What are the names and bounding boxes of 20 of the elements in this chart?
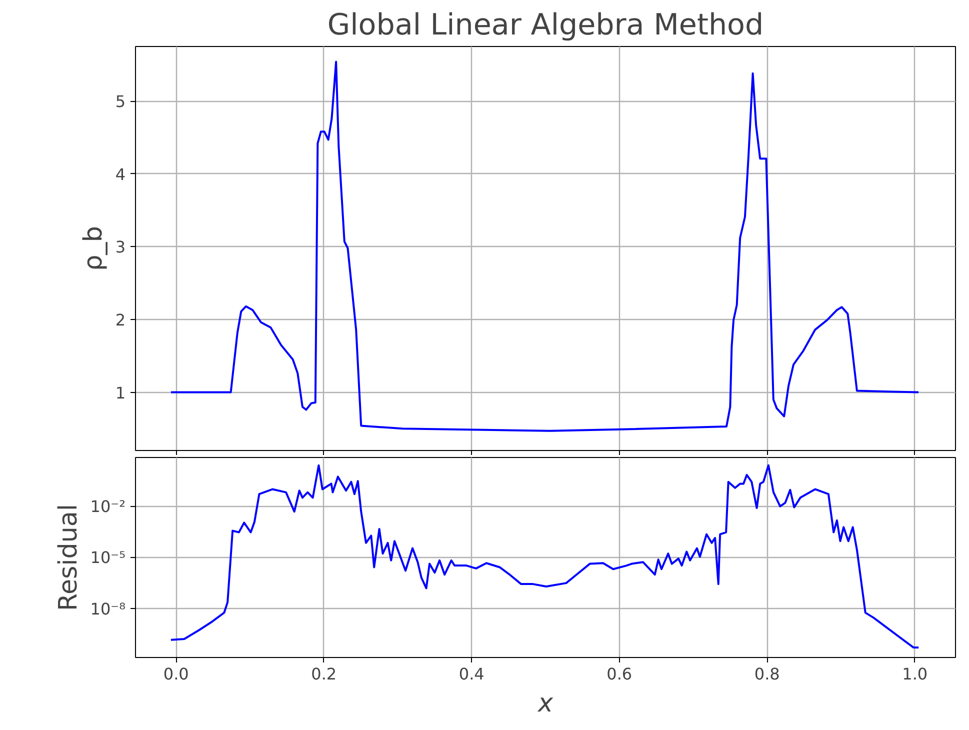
x-tick-label: 0.6 xyxy=(606,664,632,684)
x-tick-label: 0.8 xyxy=(754,664,780,684)
x-tick-label: 1.0 xyxy=(902,664,928,684)
line-series xyxy=(170,464,920,648)
x-tick-label: 0.0 xyxy=(163,664,189,684)
x-tick-label: 0.2 xyxy=(311,664,337,684)
y-tick-label: 10⁻⁸ xyxy=(90,599,126,618)
y-tick-label: 10⁻⁵ xyxy=(90,548,126,568)
y-axis-title: ρ_b xyxy=(77,226,108,271)
x-axis-title: x xyxy=(537,688,554,718)
y-tick-label: 1 xyxy=(115,383,126,402)
y-tick-label: 10⁻² xyxy=(90,496,126,516)
y-axis-title: Residual xyxy=(52,504,82,611)
chart-title: Global Linear Algebra Method xyxy=(327,8,764,42)
x-tick-label: 0.4 xyxy=(458,664,484,684)
y-tick-label: 3 xyxy=(115,238,126,257)
line-series xyxy=(170,60,920,432)
y-tick-label: 2 xyxy=(115,310,126,330)
y-tick-label: 4 xyxy=(115,164,126,184)
y-tick-label: 5 xyxy=(115,92,126,112)
